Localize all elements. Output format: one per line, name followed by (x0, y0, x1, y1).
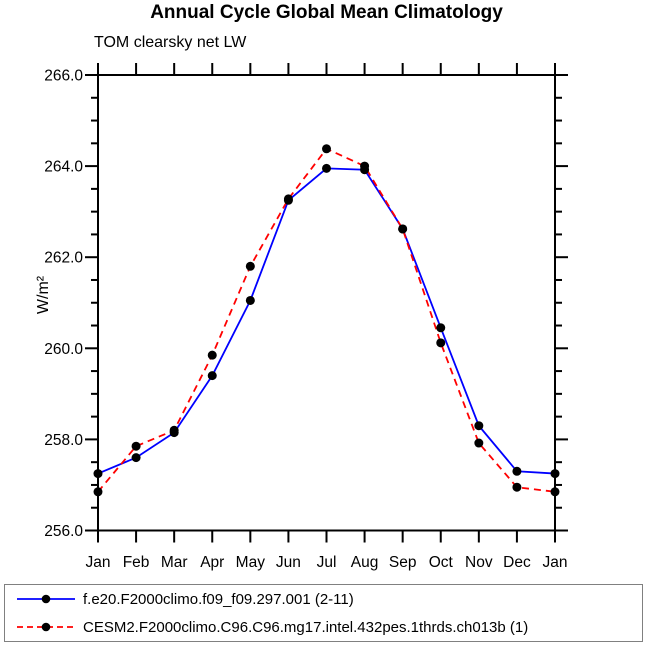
chart-title: Annual Cycle Global Mean Climatology (150, 2, 503, 23)
chart-subtitle: TOM clearsky net LW (94, 34, 247, 51)
data-point (436, 323, 446, 333)
y-tick-label: 260.0 (44, 341, 83, 358)
y-tick-label: 264.0 (44, 159, 83, 176)
y-tick-label: 258.0 (44, 432, 83, 449)
series-markers-0 (93, 163, 560, 479)
plot-area: Jan Feb Mar Apr May Jun Jul Aug Sep Oct Nov Dec Jan2… (44, 63, 568, 571)
data-point (131, 453, 141, 463)
data-point (512, 466, 522, 476)
data-point (93, 487, 103, 497)
legend-item: CESM2.F2000climo.C96.C96.mg17.intel.432p… (5, 613, 642, 641)
y-tick-label: 266.0 (44, 68, 83, 85)
y-axis-ticks: 256.0 258.0 260.0 262.0 264.0 266.0 (44, 68, 568, 540)
data-point (169, 425, 179, 435)
data-point (550, 469, 560, 479)
data-point (93, 469, 103, 479)
x-tick-label: Jun (276, 554, 301, 571)
data-point (322, 144, 331, 154)
data-point (512, 482, 522, 492)
data-point (207, 371, 217, 381)
x-tick-label: Jan (86, 554, 111, 571)
x-tick-label: Sep (389, 554, 417, 571)
data-point (436, 338, 446, 348)
plot-frame (97, 74, 556, 532)
x-tick-label: Jul (317, 554, 337, 571)
data-point (245, 295, 255, 305)
x-tick-label: Oct (429, 554, 454, 571)
y-tick-label: 262.0 (44, 250, 83, 267)
data-point (360, 161, 370, 171)
series-markers-1 (93, 144, 560, 497)
data-point (283, 194, 293, 204)
data-point (207, 350, 217, 360)
data-point (322, 163, 331, 173)
x-tick-label: Jan (543, 554, 568, 571)
data-point (398, 224, 408, 234)
legend-label: CESM2.F2000climo.C96.C96.mg17.intel.432p… (83, 618, 529, 636)
series-line-0 (97, 167, 556, 475)
y-tick-label: 256.0 (44, 523, 83, 540)
x-axis-ticks: Jan Feb Mar Apr May Jun Jul Aug Sep Oct Nov Dec Jan (86, 63, 568, 571)
x-tick-label: Apr (200, 554, 224, 571)
x-tick-label: Aug (351, 554, 379, 571)
x-tick-label: Mar (161, 554, 188, 571)
x-tick-label: Feb (123, 554, 150, 571)
data-point (474, 438, 484, 448)
data-point (550, 487, 560, 497)
x-tick-label: May (236, 554, 266, 571)
legend: f.e20.F2000climo.f09_f09.297.001 (2-11) … (4, 584, 643, 642)
legend-label: f.e20.F2000climo.f09_f09.297.001 (2-11) (83, 590, 354, 608)
x-tick-label: Nov (465, 554, 493, 571)
legend-item: f.e20.F2000climo.f09_f09.297.001 (2-11) (5, 585, 642, 613)
blue-solid-line-sample-icon (17, 594, 75, 604)
red-dashed-line-sample-icon (17, 622, 75, 632)
data-point (245, 261, 255, 271)
data-point (131, 441, 141, 451)
data-point (474, 421, 484, 431)
x-tick-label: Dec (503, 554, 531, 571)
series-line-1 (97, 147, 556, 493)
